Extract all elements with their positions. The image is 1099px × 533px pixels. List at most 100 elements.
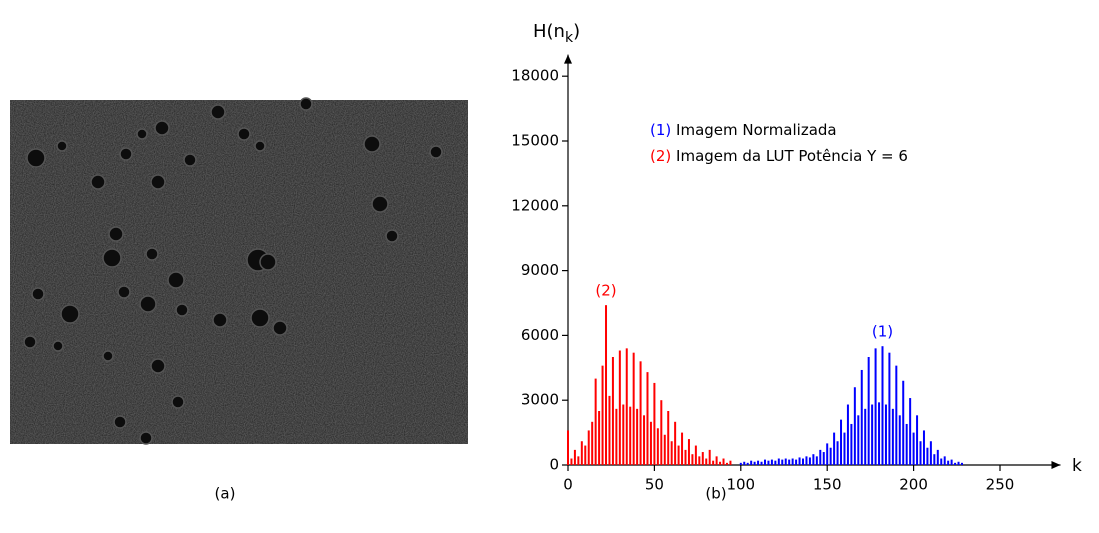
- legend-label: Imagem da LUT Potência Y = 6: [676, 147, 908, 165]
- x-axis-label: k: [1072, 456, 1082, 476]
- x-tick-label: 0: [563, 476, 573, 494]
- bar: [815, 456, 818, 465]
- bar: [601, 365, 604, 465]
- bar: [947, 460, 950, 465]
- y-tick-label: 9000: [521, 261, 559, 279]
- bar: [784, 458, 787, 465]
- peak-label: (1): [872, 323, 893, 341]
- bar: [691, 454, 694, 465]
- bar: [573, 449, 576, 465]
- bar: [684, 449, 687, 465]
- y-label-sub: k: [565, 30, 574, 46]
- bar: [808, 457, 811, 465]
- bar: [681, 432, 684, 465]
- bar: [615, 408, 618, 465]
- bar: [788, 459, 791, 465]
- bar: [802, 458, 805, 465]
- bar: [916, 415, 919, 465]
- bar: [746, 462, 749, 465]
- bar: [757, 460, 760, 465]
- bar: [687, 439, 690, 465]
- bar: [632, 352, 635, 465]
- bar: [708, 449, 711, 465]
- bar: [781, 459, 784, 465]
- bar: [812, 454, 815, 465]
- bar: [649, 421, 652, 465]
- bar: [777, 458, 780, 465]
- x-axis-arrow: [1051, 461, 1061, 469]
- bar: [580, 441, 583, 465]
- bar: [584, 445, 587, 465]
- bar: [753, 461, 756, 465]
- legend-marker: (1): [650, 121, 671, 139]
- bar: [618, 350, 621, 465]
- bar: [957, 461, 960, 465]
- bar: [884, 404, 887, 465]
- bar: [895, 365, 898, 465]
- bar: [750, 460, 753, 465]
- y-tick-label: 12000: [511, 196, 559, 214]
- bar: [850, 423, 853, 465]
- bar: [570, 458, 573, 465]
- bar: [567, 430, 569, 465]
- bar: [653, 382, 656, 465]
- x-tick-label: 50: [645, 476, 664, 494]
- bar: [739, 462, 742, 465]
- bar: [763, 459, 766, 465]
- y-label-part: ): [573, 21, 580, 42]
- bar: [608, 395, 611, 465]
- legend-label: Imagem Normalizada: [676, 121, 837, 139]
- bar: [857, 415, 860, 465]
- bar: [867, 357, 870, 465]
- bar: [625, 348, 628, 465]
- bar: [902, 380, 905, 465]
- bar: [829, 447, 832, 465]
- bar: [715, 456, 718, 465]
- bar: [639, 361, 642, 465]
- bar: [795, 459, 798, 465]
- bar: [605, 305, 608, 465]
- bar: [674, 421, 677, 465]
- bar: [940, 458, 943, 465]
- bar: [722, 458, 725, 465]
- bar: [705, 458, 708, 465]
- x-tick-label: 250: [986, 476, 1015, 494]
- bar: [611, 357, 614, 465]
- bar: [767, 460, 770, 465]
- bar: [936, 449, 939, 465]
- bar: [798, 457, 801, 465]
- legend-marker: (2): [650, 147, 671, 165]
- bar: [698, 456, 701, 465]
- bar: [840, 419, 843, 465]
- bar: [587, 430, 590, 465]
- bar: [819, 449, 822, 465]
- y-axis-label: H(nk): [533, 21, 580, 46]
- bar: [898, 415, 901, 465]
- y-axis-arrow: [564, 54, 572, 64]
- legend-entry: (1) Imagem Normalizada: [650, 121, 837, 139]
- bar: [833, 432, 836, 465]
- bar: [774, 460, 777, 465]
- bar: [888, 352, 891, 465]
- bar: [864, 408, 867, 465]
- bar: [629, 406, 632, 465]
- sample-image: [10, 97, 468, 445]
- bar: [770, 459, 773, 465]
- x-tick-label: 200: [899, 476, 928, 494]
- bar: [598, 411, 601, 465]
- bar: [846, 404, 849, 465]
- bar: [712, 460, 715, 465]
- bar: [701, 452, 704, 465]
- bar: [878, 402, 881, 465]
- bar: [677, 445, 680, 465]
- legend-entry: (2) Imagem da LUT Potência Y = 6: [650, 147, 908, 165]
- x-tick-label: 100: [726, 476, 755, 494]
- bar: [743, 461, 746, 465]
- bar: [912, 432, 915, 465]
- y-tick-label: 18000: [511, 67, 559, 85]
- y-tick-label: 3000: [521, 391, 559, 409]
- bar: [960, 462, 963, 465]
- bar: [694, 445, 697, 465]
- bar: [954, 462, 957, 465]
